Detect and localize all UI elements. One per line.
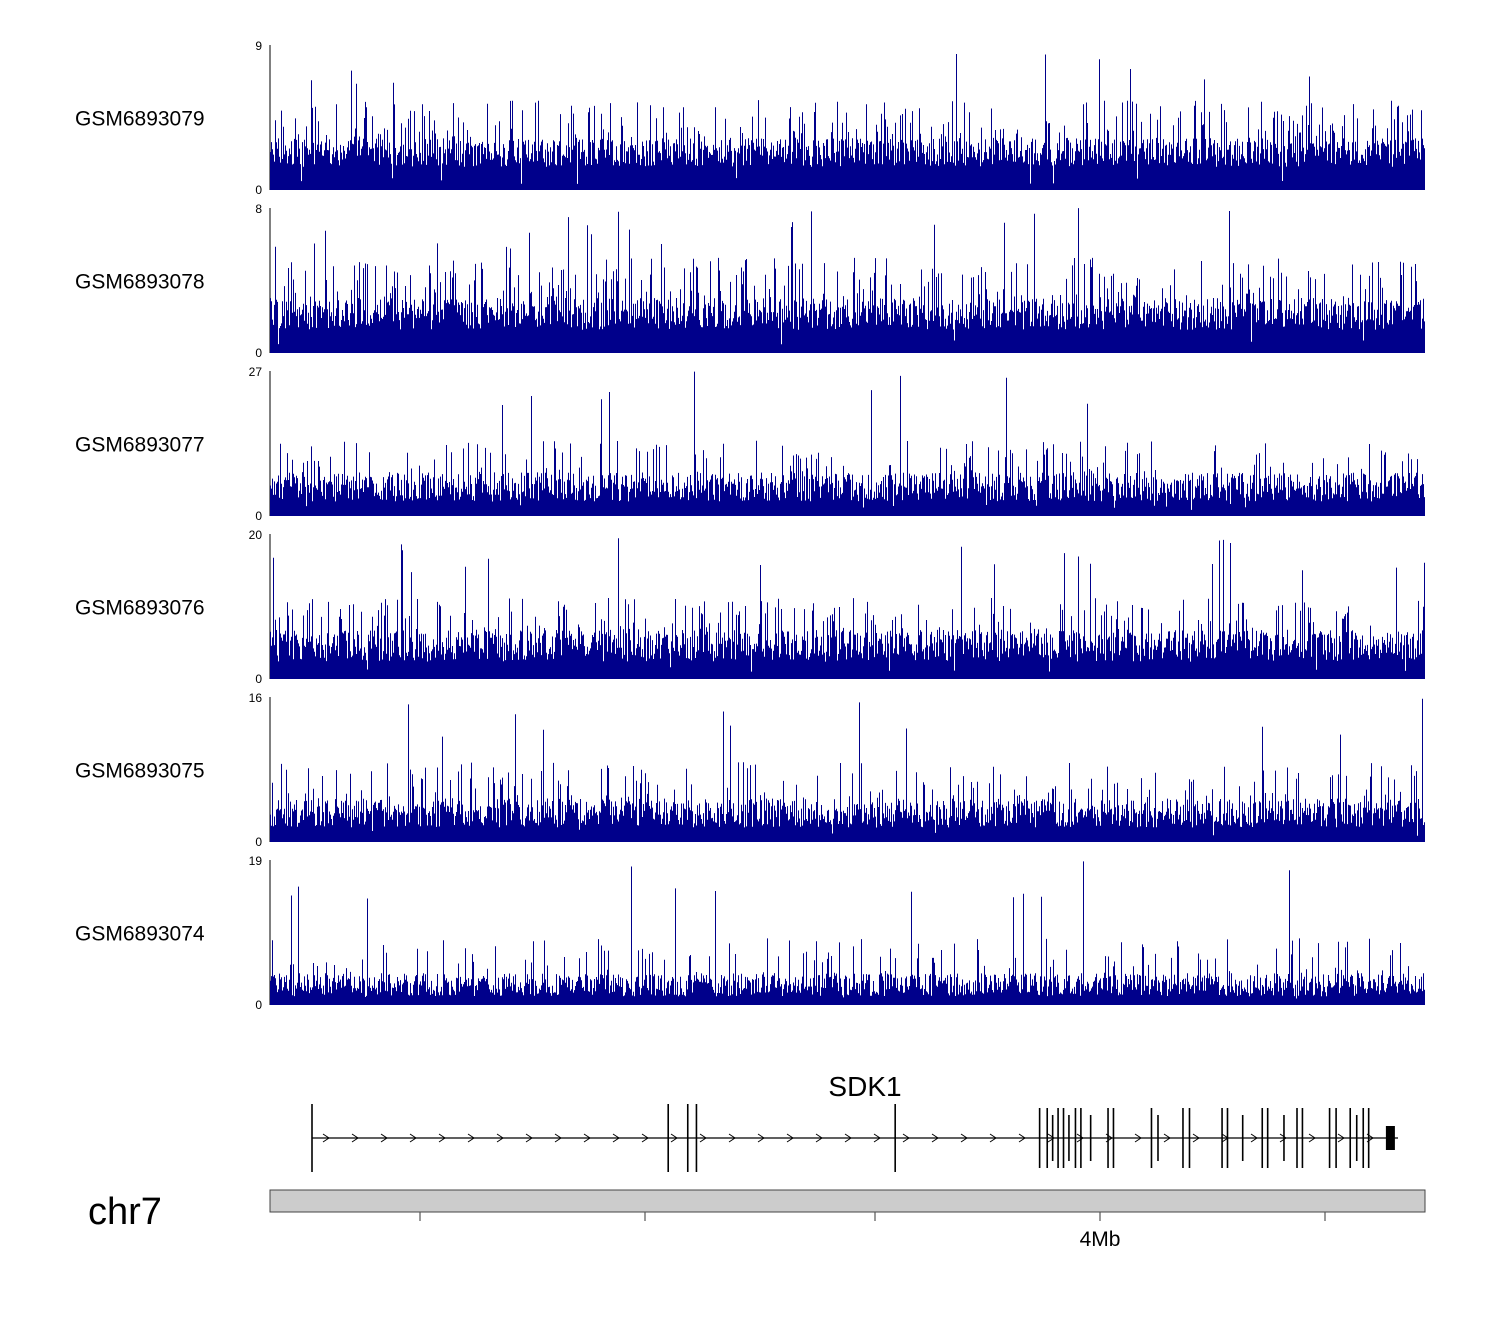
- coverage-baseline: [270, 513, 1425, 516]
- track-label: GSM6893079: [75, 108, 205, 131]
- strand-arrow-icon: [322, 1133, 330, 1143]
- strand-arrow-icon: [1250, 1133, 1258, 1143]
- strand-arrow-icon: [699, 1133, 707, 1143]
- strand-arrow-icon: [438, 1133, 446, 1143]
- strand-arrow-icon: [496, 1133, 504, 1143]
- strand-arrow-icon: [1076, 1133, 1084, 1143]
- track-label: GSM6893075: [75, 760, 205, 783]
- track-ymax-label: 8: [255, 202, 262, 216]
- coverage-signal: [270, 538, 1425, 679]
- strand-arrow-icon: [960, 1133, 968, 1143]
- coverage-signal: [270, 208, 1425, 353]
- coverage-baseline: [270, 187, 1425, 190]
- chromosome-ideogram: chr7 4Mb: [88, 1189, 1426, 1251]
- strand-arrow-icon: [1279, 1133, 1287, 1143]
- strand-arrow-icon: [786, 1133, 794, 1143]
- strand-arrow-icon: [1192, 1133, 1200, 1143]
- track-label: GSM6893076: [75, 597, 205, 620]
- strand-arrow-icon: [525, 1133, 533, 1143]
- track-ymin-label: 0: [255, 835, 262, 849]
- track-ymin-label: 0: [255, 998, 262, 1012]
- strand-arrow-icon: [1308, 1133, 1316, 1143]
- scale-tick-label: 4Mb: [1080, 1228, 1121, 1251]
- coverage-baseline: [270, 1002, 1425, 1005]
- strand-arrow-icon: [844, 1133, 852, 1143]
- coverage-signal: [270, 371, 1425, 516]
- strand-arrow-icon: [554, 1133, 562, 1143]
- track-ymin-label: 0: [255, 509, 262, 523]
- coverage-baseline: [270, 839, 1425, 842]
- track-ymax-label: 27: [249, 365, 263, 379]
- track-ymax-label: 9: [255, 39, 262, 53]
- track-ymin-label: 0: [255, 183, 262, 197]
- track-row: GSM6893076 20 0: [75, 528, 1425, 686]
- gene-name-label: SDK1: [828, 1071, 901, 1102]
- strand-arrow-icon: [641, 1133, 649, 1143]
- track-label: GSM6893078: [75, 271, 205, 294]
- strand-arrow-icon: [380, 1133, 388, 1143]
- strand-arrow-icon: [902, 1133, 910, 1143]
- strand-arrow-icon: [670, 1133, 678, 1143]
- strand-arrow-icon: [815, 1133, 823, 1143]
- coverage-signal: [270, 861, 1425, 1005]
- track-ymin-label: 0: [255, 672, 262, 686]
- strand-arrow-icon: [1163, 1133, 1171, 1143]
- coverage-signal: [270, 54, 1425, 190]
- strand-arrow-icon: [1337, 1133, 1345, 1143]
- track-label: GSM6893074: [75, 923, 205, 946]
- gene-terminal-exon-box: [1385, 1126, 1395, 1150]
- track-row: GSM6893079 9 0: [75, 39, 1425, 197]
- track-row: GSM6893075 16 0: [75, 691, 1425, 849]
- gene-exon-intron-glyphs: [311, 1104, 1398, 1172]
- track-label: GSM6893077: [75, 434, 205, 457]
- coverage-signal: [270, 698, 1425, 842]
- track-row: GSM6893078 8 0: [75, 202, 1425, 360]
- strand-arrow-icon: [1018, 1133, 1026, 1143]
- track-ymax-label: 16: [249, 691, 263, 705]
- track-row: GSM6893074 19 0: [75, 854, 1425, 1012]
- coverage-baseline: [270, 350, 1425, 353]
- track-row: GSM6893077 27 0: [75, 365, 1425, 523]
- strand-arrow-icon: [1047, 1133, 1055, 1143]
- strand-arrow-icon: [931, 1133, 939, 1143]
- track-ymax-label: 19: [249, 854, 263, 868]
- strand-arrow-icon: [583, 1133, 591, 1143]
- coverage-tracks: GSM689307990GSM689307880GSM6893077270GSM…: [75, 39, 1425, 1012]
- strand-arrow-icon: [728, 1133, 736, 1143]
- gene-model-track: SDK1: [311, 1071, 1398, 1172]
- chromosome-bar: [269, 1189, 1426, 1213]
- track-ymax-label: 20: [249, 528, 263, 542]
- chromosome-name-label: chr7: [88, 1191, 162, 1233]
- strand-arrow-icon: [409, 1133, 417, 1143]
- strand-arrow-icon: [873, 1133, 881, 1143]
- strand-arrow-icon: [989, 1133, 997, 1143]
- strand-arrow-icon: [612, 1133, 620, 1143]
- track-ymin-label: 0: [255, 346, 262, 360]
- strand-arrow-icon: [1134, 1133, 1142, 1143]
- strand-arrow-icon: [757, 1133, 765, 1143]
- coverage-baseline: [270, 676, 1425, 679]
- chromosome-scale-ticks: [419, 1212, 1326, 1221]
- strand-arrow-icon: [351, 1133, 359, 1143]
- strand-arrow-icon: [467, 1133, 475, 1143]
